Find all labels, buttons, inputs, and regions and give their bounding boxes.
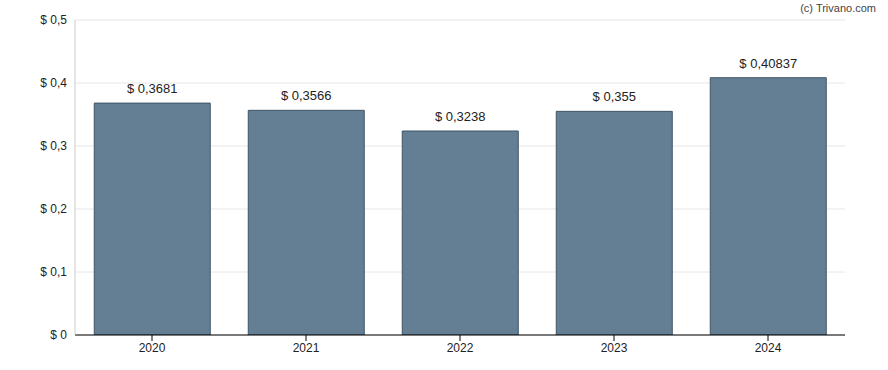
svg-text:$ 0: $ 0 bbox=[50, 328, 67, 342]
svg-text:2020: 2020 bbox=[139, 341, 166, 355]
svg-text:$ 0,40837: $ 0,40837 bbox=[739, 56, 797, 71]
html-text:(c) Trivano.com: (c) Trivano.com bbox=[800, 2, 876, 14]
svg-text:$ 0,3566: $ 0,3566 bbox=[281, 88, 332, 103]
svg-text:$ 0,4: $ 0,4 bbox=[40, 76, 67, 90]
svg-text:$ 0,3238: $ 0,3238 bbox=[435, 109, 486, 124]
svg-text:$ 0,3: $ 0,3 bbox=[40, 139, 67, 153]
svg-text:$ 0,2: $ 0,2 bbox=[40, 202, 67, 216]
svg-text:2022: 2022 bbox=[447, 341, 474, 355]
svg-text:$ 0,5: $ 0,5 bbox=[40, 13, 67, 27]
svg-text:2023: 2023 bbox=[601, 341, 628, 355]
svg-text:$ 0,355: $ 0,355 bbox=[593, 89, 636, 104]
svg-text:$ 0,3681: $ 0,3681 bbox=[127, 81, 178, 96]
svg-text:2021: 2021 bbox=[293, 341, 320, 355]
svg-text:$ 0,1: $ 0,1 bbox=[40, 265, 67, 279]
svg-text:2024: 2024 bbox=[755, 341, 782, 355]
